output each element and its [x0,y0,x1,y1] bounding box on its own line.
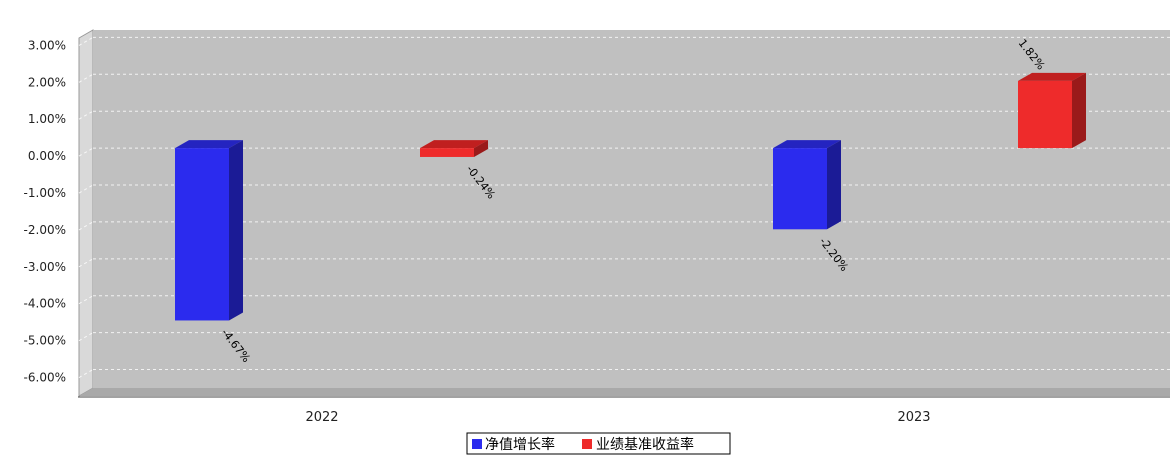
bars [175,72,1086,321]
legend: 净值增长率 业绩基准收益率 [466,432,731,455]
y-axis: 3.00% 2.00% 1.00% 0.00% -1.00% -2.00% -3.00% -4… [24,38,66,384]
grid-line-wall [78,332,94,342]
grid-line-wall [78,36,94,46]
x-tick-label-2022: 2022 [305,410,338,425]
legend-label-benchmark: 业绩基准收益率 [596,436,694,453]
x-tick-label-2023: 2023 [897,410,930,425]
bar-side [1072,72,1086,149]
grid-line-wall [78,147,94,157]
plot-background [78,29,1170,398]
grid-line-wall [78,221,94,231]
bar [420,140,488,157]
bar-top [1018,72,1086,81]
bar-front [1018,80,1072,149]
legend-box [466,432,731,455]
y-tick-label: -4.00% [24,297,66,311]
plot-area [93,30,1170,388]
bar [1018,72,1086,149]
bar-top [420,140,488,149]
bar-side [474,140,488,157]
bar [773,140,841,230]
grid-line-wall [78,73,94,83]
grid-line-wall [78,295,94,305]
y-tick-label: 0.00% [28,149,66,163]
plot-floor [79,388,1170,396]
bar-front [420,148,474,157]
grid-line-wall [78,258,94,268]
bar-front [773,148,827,230]
y-tick-label: -3.00% [24,260,66,274]
grid-line-wall [78,110,94,120]
y-tick-label: -6.00% [24,371,66,385]
grid-lines [78,36,1170,378]
y-tick-label: 1.00% [28,112,66,126]
y-tick-label: -1.00% [24,186,66,200]
grid-line-wall [78,184,94,194]
bar [175,140,243,321]
bar-top [773,140,841,149]
bar-front [175,148,229,321]
legend-swatch-benchmark [582,439,592,449]
legend-label-nav: 净值增长率 [485,436,555,453]
y-tick-label: -5.00% [24,334,66,348]
bar-side [229,140,243,321]
y-tick-label: -2.00% [24,223,66,237]
bar-top [175,140,243,149]
y-tick-label: 3.00% [28,38,66,52]
legend-swatch-nav [472,439,482,449]
x-axis: 2022 2023 [305,410,930,425]
y-tick-label: 2.00% [28,75,66,89]
bar-side [827,140,841,230]
grid-line-wall [78,369,94,378]
plot-left-wall [78,29,94,397]
